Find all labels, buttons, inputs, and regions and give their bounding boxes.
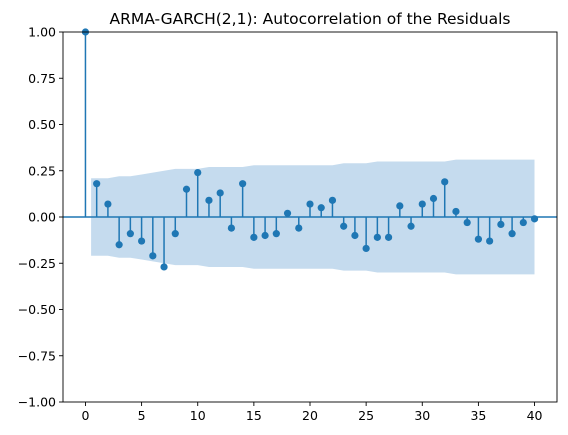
- chart-title: ARMA-GARCH(2,1): Autocorrelation of the …: [109, 10, 510, 28]
- acf-point: [216, 189, 224, 197]
- x-tick-label: 40: [527, 408, 543, 423]
- y-tick-label: 0.25: [28, 163, 56, 178]
- acf-point: [283, 209, 292, 217]
- x-tick-label: 25: [358, 408, 374, 423]
- y-tick-label: −1.00: [18, 395, 56, 410]
- acf-point: [149, 252, 157, 260]
- acf-point: [328, 196, 337, 204]
- acf-point: [463, 218, 471, 227]
- acf-point: [250, 233, 258, 241]
- y-tick-label: 0.50: [28, 117, 56, 132]
- x-tick-label: 30: [414, 408, 430, 423]
- y-tick-label: 0.00: [28, 210, 56, 225]
- acf-point: [519, 218, 527, 227]
- acf-point: [239, 180, 247, 188]
- plot-area: 0 5 10 15 20 25 30 35 40 −1.00 −0.75 −0.50 −0.25 0.00…: [18, 25, 558, 423]
- acf-point: [508, 230, 516, 238]
- acf-point: [429, 194, 438, 203]
- x-tick-label: 10: [190, 408, 206, 423]
- acf-point: [205, 196, 213, 204]
- acf-point: [407, 222, 415, 230]
- acf-point: [93, 180, 101, 188]
- x-tick-label: 5: [138, 408, 146, 423]
- acf-point: [261, 231, 269, 240]
- acf-point: [418, 200, 426, 208]
- acf-point: [115, 241, 123, 249]
- acf-point: [362, 244, 370, 253]
- acf-point: [351, 231, 359, 240]
- y-tick-label: −0.25: [18, 256, 56, 271]
- acf-point: [474, 235, 483, 243]
- acf-point: [272, 230, 280, 238]
- acf-point: [452, 207, 460, 216]
- acf-point: [306, 200, 314, 208]
- acf-point: [441, 178, 449, 186]
- x-tick-label: 20: [302, 408, 318, 423]
- x-tick-label: 35: [470, 408, 486, 423]
- acf-point: [486, 237, 494, 245]
- acf-point: [126, 230, 134, 238]
- acf-point: [384, 233, 393, 241]
- acf-point: [396, 202, 404, 210]
- acf-point: [497, 220, 505, 228]
- acf-point: [227, 224, 236, 232]
- acf-point: [171, 230, 179, 238]
- acf-point: [160, 263, 168, 271]
- y-tick-label: −0.75: [18, 348, 56, 363]
- acf-point: [137, 237, 146, 245]
- acf-point: [340, 222, 348, 230]
- acf-point: [182, 185, 191, 193]
- acf-point: [194, 169, 202, 177]
- y-tick-label: 0.75: [28, 71, 56, 86]
- x-tick-label: 15: [246, 408, 262, 423]
- acf-point: [373, 233, 381, 241]
- x-tick-label: 0: [81, 408, 89, 423]
- acf-point: [295, 224, 303, 232]
- acf-point: [530, 215, 539, 223]
- y-tick-label: 1.00: [28, 25, 56, 40]
- acf-point: [104, 200, 112, 208]
- acf-point: [317, 204, 325, 212]
- y-tick-label: −0.50: [18, 302, 56, 317]
